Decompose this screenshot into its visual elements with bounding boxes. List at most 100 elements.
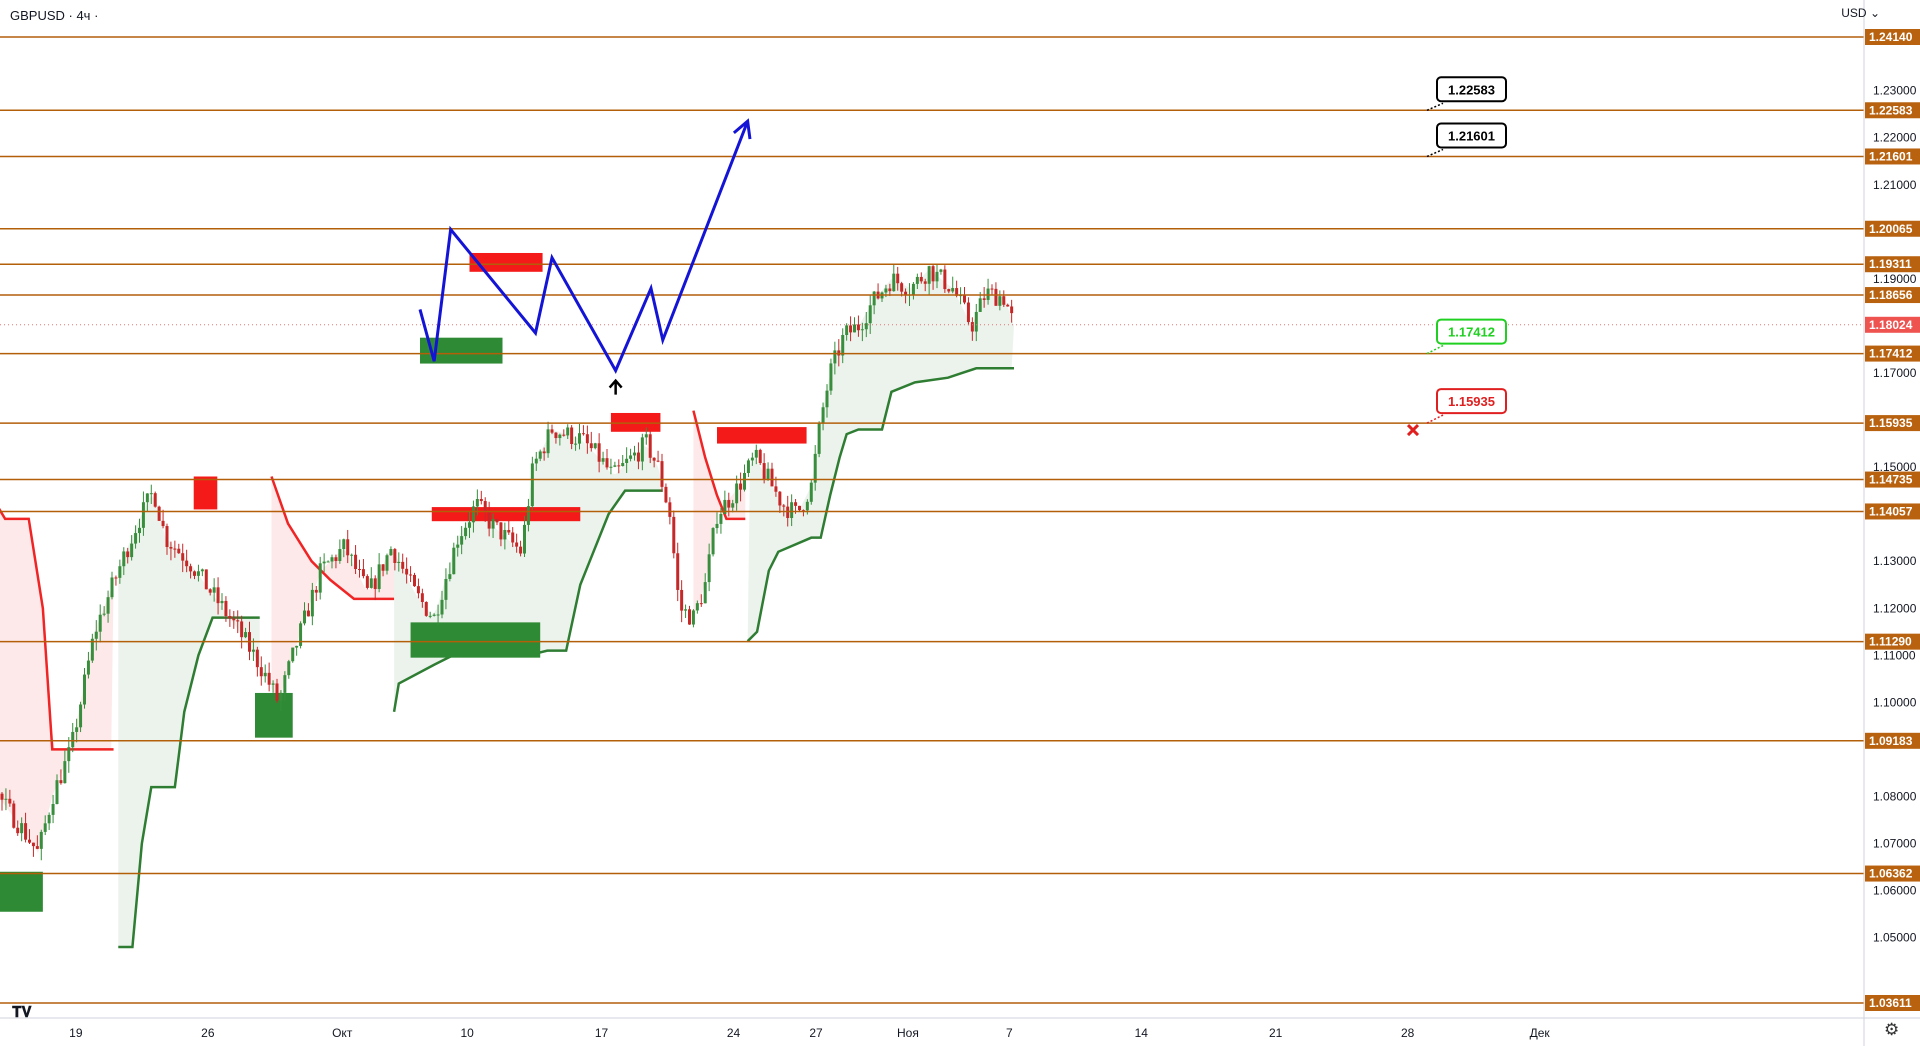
time-tick-label: Дек: [1530, 1026, 1551, 1040]
demand-zone: [255, 692, 293, 738]
candle-body: [334, 557, 338, 561]
candle-body: [244, 632, 248, 638]
candle-body: [83, 674, 86, 705]
candle-body: [633, 452, 636, 456]
candle-body: [475, 499, 479, 507]
time-axis[interactable]: 19 26 Окт 10 17 24 27 Ноя 7 14 21 28 Дек: [69, 1026, 1550, 1040]
supply-zone: [469, 252, 543, 272]
candle-body: [786, 506, 790, 519]
demand-zone: [0, 871, 43, 912]
level-price-tag: [1865, 732, 1920, 749]
candle-body: [232, 618, 236, 621]
candle-body: [998, 296, 1002, 306]
candle-body: [314, 589, 318, 593]
candle-body: [672, 516, 676, 554]
candle-body: [456, 544, 460, 548]
trend-fill: [0, 510, 114, 853]
candle-body: [966, 302, 970, 323]
path-arrowhead: [732, 118, 752, 140]
level-price-label: 1.18656: [1869, 288, 1913, 302]
candle-body: [845, 325, 849, 335]
candle-body: [707, 554, 711, 583]
candle-body: [597, 443, 601, 462]
callout-box: [1436, 388, 1507, 415]
candle-body: [189, 566, 193, 572]
candle-body: [970, 322, 974, 332]
level-price-tag: [1865, 287, 1920, 304]
level-price-label: 1.20065: [1869, 222, 1913, 236]
candle-body: [153, 493, 157, 507]
candle-body: [263, 672, 267, 677]
candle-body: [719, 513, 723, 524]
candle-body: [310, 589, 314, 617]
level-price-tag: [1865, 503, 1920, 520]
candle-body: [923, 281, 927, 284]
gear-icon[interactable]: ⚙: [1884, 1020, 1900, 1039]
candle-body: [177, 548, 181, 554]
candle-body: [393, 549, 397, 564]
level-price-tag: [1865, 220, 1920, 237]
level-price-tag: [1865, 415, 1920, 432]
candle-body: [350, 554, 354, 556]
time-tick-label: Окт: [332, 1026, 353, 1040]
candle-body: [90, 638, 94, 661]
time-tick-label: 7: [1006, 1026, 1013, 1040]
candle-body: [165, 526, 169, 547]
candle-body: [138, 527, 141, 534]
candle-body: [212, 587, 216, 593]
currency-label: USD: [1841, 6, 1867, 20]
candle-body: [613, 465, 617, 467]
candle-body: [86, 660, 90, 675]
candle-body: [526, 506, 530, 525]
callout-leader: [1426, 148, 1444, 158]
level-price-tag: [1865, 633, 1920, 650]
candle-body: [365, 576, 369, 588]
candle-body: [240, 621, 244, 638]
candle-body: [39, 831, 43, 849]
time-tick-label: 27: [809, 1026, 823, 1040]
candle-body: [939, 269, 943, 272]
trend-fill: [118, 495, 260, 948]
candle-body: [479, 499, 483, 502]
level-price-label: 1.09183: [1869, 734, 1913, 748]
candle-body: [864, 323, 868, 330]
callout-box: [1436, 318, 1507, 345]
candle-body: [955, 288, 959, 296]
candle-body: [825, 390, 829, 408]
candle-body: [361, 569, 365, 577]
candle-body: [570, 427, 574, 444]
candle-body: [291, 647, 295, 662]
candle-body: [420, 593, 424, 603]
symbol-title[interactable]: GBPUSD · 4ч ·: [10, 8, 99, 23]
supply-zone: [717, 427, 807, 444]
currency-selector[interactable]: USD ⌄: [1841, 6, 1880, 20]
candle-body: [342, 539, 346, 550]
candle-body: [668, 502, 672, 517]
candle-body: [644, 434, 648, 438]
candle-body: [59, 780, 63, 784]
candle-body: [299, 623, 303, 646]
candle-body: [35, 846, 39, 849]
candle-body: [660, 461, 664, 487]
candle-body: [401, 561, 405, 569]
stop-cross-icon: [1406, 424, 1420, 437]
candle-body: [817, 423, 821, 454]
candle-body: [609, 466, 613, 468]
candle-body: [578, 433, 581, 444]
callout-box: [1436, 76, 1507, 103]
candle-body: [79, 704, 83, 728]
candle-body: [122, 551, 126, 567]
candle-body: [251, 649, 255, 652]
candle-body: [141, 502, 145, 528]
candle-body: [114, 577, 118, 579]
candle-body: [1002, 296, 1006, 305]
price-axis[interactable]: 1.05000 1.06000 1.07000 1.08000 1.10000 1.110…: [1865, 29, 1920, 1011]
candle-body: [487, 511, 491, 529]
price-tick-label: 1.22000: [1873, 131, 1917, 145]
time-tick-label: Ноя: [897, 1026, 919, 1040]
candle-body: [872, 291, 876, 306]
candle-body: [829, 363, 833, 391]
candle-body: [416, 586, 420, 594]
candle-body: [585, 434, 589, 444]
